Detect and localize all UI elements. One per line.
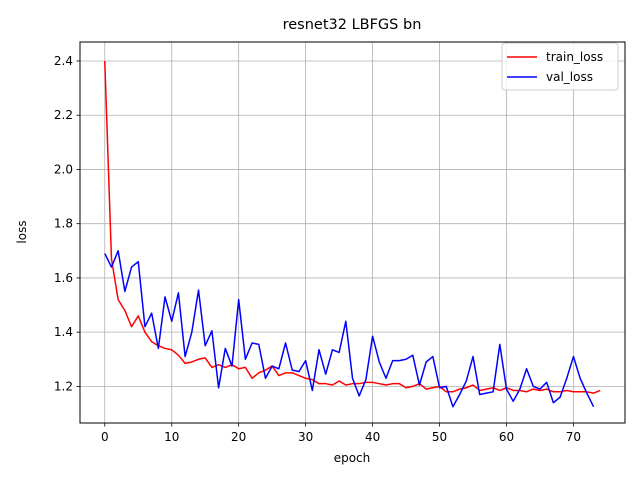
series-line-val-loss [104,250,595,408]
x-tick-label: 30 [298,430,313,444]
x-tick-label: 50 [432,430,447,444]
y-tick-label: 1.8 [54,217,73,231]
legend-label-train-loss: train_loss [546,50,603,64]
y-tick-label: 1.2 [54,379,73,393]
y-tick-label: 2.0 [54,162,73,176]
legend-box [501,42,619,91]
y-axis-label: loss [15,220,29,243]
x-tick-label: 10 [164,430,179,444]
plot-frame [79,41,626,424]
x-tick-label: 60 [499,430,514,444]
x-axis-label: epoch [334,451,371,465]
y-tick-label: 2.4 [54,54,73,68]
series-line-train-loss [104,60,601,394]
grid-lines [80,42,625,423]
x-tick-label: 20 [231,430,246,444]
series-lines [104,60,601,408]
y-tick-label: 2.2 [54,108,73,122]
legend: train_loss val_loss [501,42,619,91]
x-tick-label: 0 [101,430,109,444]
x-tick-label: 40 [365,430,380,444]
x-tick-label: 70 [566,430,581,444]
y-tick-label: 1.6 [54,271,73,285]
y-tick-label: 1.4 [54,325,73,339]
axis-ticks: 0 10 20 30 40 50 60 70 1.2 1.4 1.6 1.8 2.0 2.2 2.4 [54,54,581,444]
legend-label-val-loss: val_loss [546,70,593,84]
chart-title: resnet32 LBFGS bn [283,17,422,33]
